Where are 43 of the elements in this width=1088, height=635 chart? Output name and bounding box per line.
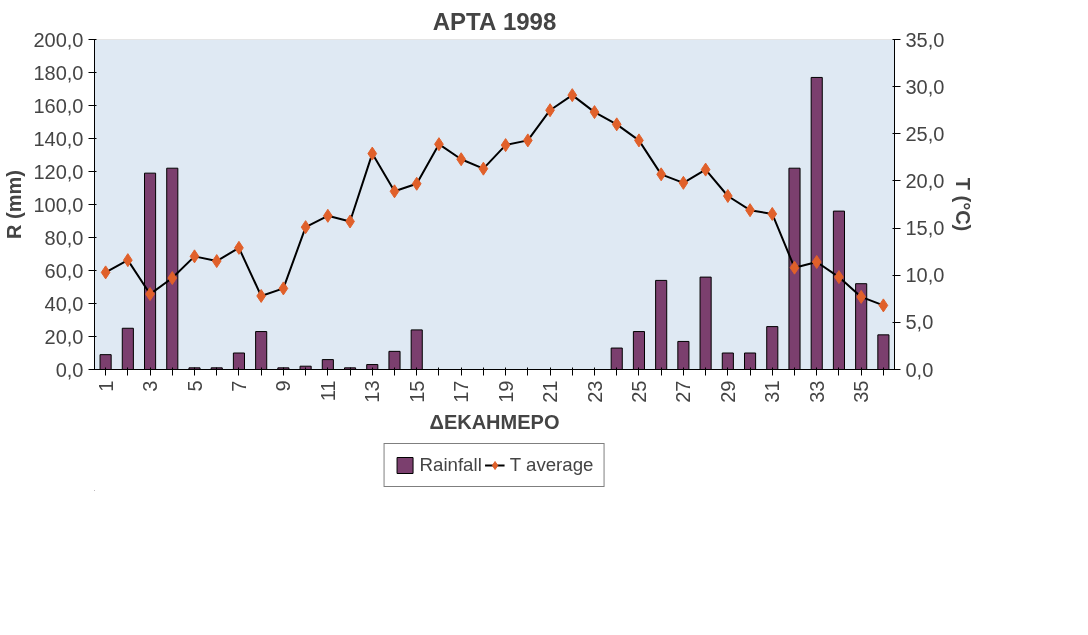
chart-title: ΑΡΤΑ 1998 — [432, 7, 557, 35]
y-tick-label: 180,0 — [33, 61, 84, 84]
x-tick-label: 7 — [227, 380, 250, 392]
y-tick-label: 0,0 — [55, 358, 84, 381]
y2-tick-label: 5,0 — [905, 311, 934, 334]
y-tick-label: 200,0 — [33, 28, 84, 51]
y-axis-title: R (mm) — [3, 170, 26, 239]
x-tick-label: 19 — [494, 380, 517, 403]
legend-label: Rainfall — [419, 454, 482, 476]
x-tick-label: 35 — [850, 380, 873, 403]
y2-axis-title: T (°C) — [952, 177, 975, 232]
x-tick-label: 5 — [183, 380, 206, 392]
x-tick-label: 29 — [716, 380, 739, 403]
y2-tick-label: 30,0 — [905, 75, 945, 98]
x-tick-label: 27 — [672, 380, 695, 403]
y-tick-label: 80,0 — [44, 226, 84, 249]
x-tick-label: 33 — [805, 380, 828, 403]
legend-label: T average — [509, 454, 594, 476]
y2-tick-label: 0,0 — [905, 358, 934, 381]
y-tick-label: 100,0 — [33, 193, 84, 216]
x-tick-label: 11 — [316, 380, 339, 402]
y-tick-label: 120,0 — [33, 160, 84, 183]
y-tick-label: 160,0 — [33, 94, 84, 117]
y2-tick-label: 20,0 — [905, 169, 945, 192]
x-tick-label: 1 — [94, 380, 117, 392]
y2-tick-label: 25,0 — [905, 122, 945, 145]
y-tick-label: 60,0 — [44, 259, 84, 282]
y2-tick-label: 15,0 — [905, 217, 945, 240]
x-tick-label: 17 — [450, 380, 473, 403]
x-tick-label: 23 — [583, 380, 606, 403]
x-axis-title: ΔΕΚΑΗΜΕΡΟ — [429, 410, 560, 433]
x-tick-label: 21 — [539, 380, 562, 403]
y2-tick-label: 35,0 — [905, 28, 945, 51]
x-tick-label: 15 — [405, 380, 428, 403]
y-tick-label: 20,0 — [44, 325, 84, 348]
x-tick-label: 31 — [761, 380, 784, 403]
y-tick-label: 40,0 — [44, 292, 84, 315]
x-tick-label: 3 — [139, 380, 162, 392]
x-tick-label: 9 — [272, 380, 295, 392]
x-tick-label: 13 — [361, 380, 384, 403]
y-tick-label: 140,0 — [33, 127, 84, 150]
x-tick-label: 25 — [627, 380, 650, 403]
y2-tick-label: 10,0 — [905, 264, 945, 287]
